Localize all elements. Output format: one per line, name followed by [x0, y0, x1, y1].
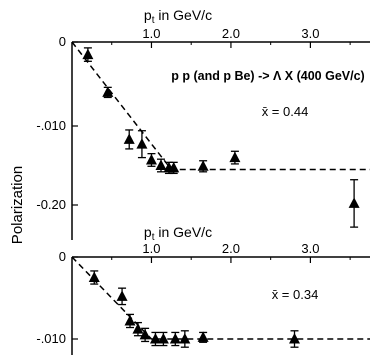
x-tick-label: 1.0: [142, 241, 160, 256]
data-point: [197, 331, 209, 342]
data-point: [229, 151, 241, 163]
x-axis-label: pt in GeV/c: [144, 7, 212, 26]
data-point: [88, 271, 100, 282]
fit-line: [71, 256, 370, 340]
data-point: [116, 290, 128, 301]
x-tick-label: 3.0: [301, 241, 319, 256]
xbar-label: x̄ = 0.34: [272, 287, 319, 302]
reaction-annotation: p p (and p Be) -> Λ X (400 GeV/c): [171, 69, 364, 83]
data-point: [82, 48, 94, 60]
data-point: [132, 323, 144, 334]
fit-line: [71, 41, 370, 171]
x-tick-label: 1.0: [142, 26, 160, 41]
data-point: [197, 160, 209, 171]
data-point: [169, 333, 181, 344]
data-point: [289, 333, 301, 344]
y-tick-label: -.010: [36, 331, 66, 346]
data-point: [155, 159, 167, 170]
x-tick-label: 2.0: [222, 26, 240, 41]
data-point: [168, 161, 180, 173]
data-point: [157, 333, 169, 344]
y-tick-label: -0.20: [36, 197, 66, 212]
data-point: [124, 314, 136, 326]
xbar-label: x̄ = 0.44: [262, 104, 309, 119]
x-tick-label: 3.0: [301, 26, 319, 41]
data-point: [179, 333, 191, 344]
bottom-panel: pt in GeV/c1.0 2.0 3.0 0 -.010 x̄ = 0.34: [36, 224, 370, 355]
y-axis-label: Polarization: [9, 166, 26, 244]
data-point: [136, 138, 148, 149]
data-point: [139, 328, 151, 340]
x-tick-label: 2.0: [222, 241, 240, 256]
y-tick-label: -.010: [36, 118, 66, 133]
data-point: [145, 153, 157, 165]
y-tick-label: 0: [59, 249, 66, 264]
y-tick-label: 0: [59, 34, 66, 49]
data-point: [348, 197, 360, 208]
data-point: [149, 333, 161, 344]
top-panel: pt in GeV/c1.0 2.0 3.00-.010-0.20p p (and …: [36, 7, 370, 240]
data-point: [102, 86, 114, 97]
x-axis-label: pt in GeV/c: [144, 224, 212, 243]
data-point: [123, 133, 135, 144]
